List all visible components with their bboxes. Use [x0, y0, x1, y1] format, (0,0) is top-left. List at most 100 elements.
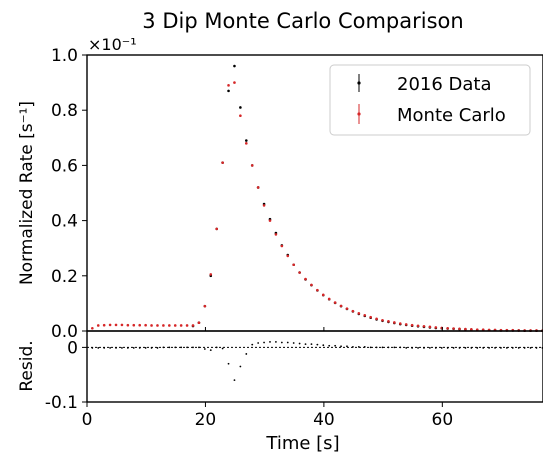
residual-point [529, 347, 532, 349]
residual-point [180, 346, 183, 349]
2016-data-point [233, 64, 236, 68]
monte-carlo-point [404, 323, 408, 326]
monte-carlo-point [185, 324, 189, 327]
residual-point [215, 346, 218, 349]
legend-dot-mc [357, 112, 361, 116]
residual-point [405, 347, 408, 349]
x-tick-label: 0 [82, 410, 93, 430]
bottom-y-tick-label: 0 [67, 338, 78, 358]
residual-point [352, 345, 354, 348]
residual-point [91, 347, 94, 349]
bottom-plot-frame [86, 330, 543, 403]
residual-point [470, 347, 473, 349]
x-tick-label: 60 [432, 410, 454, 430]
residual-point [523, 347, 526, 349]
residual-point [286, 341, 289, 344]
monte-carlo-point [381, 318, 384, 322]
monte-carlo-point [351, 309, 355, 313]
residual-point [162, 346, 165, 349]
monte-carlo-point [357, 312, 361, 315]
monte-carlo-point [268, 219, 272, 222]
monte-carlo-point [280, 244, 284, 248]
residual-point [263, 341, 265, 344]
scale-note: ×10⁻¹ [88, 35, 137, 54]
monte-carlo-point [197, 321, 201, 325]
legend-box [329, 64, 531, 136]
residual-point [511, 347, 514, 349]
residual-point [280, 341, 283, 344]
residual-point [174, 346, 177, 349]
monte-carlo-point [239, 114, 242, 118]
monte-carlo-point [446, 326, 449, 330]
monte-carlo-point [215, 227, 218, 231]
top-y-tick-label: 1.0 [51, 46, 78, 66]
monte-carlo-point [458, 327, 461, 331]
monte-carlo-point [132, 323, 136, 327]
monte-carlo-point [470, 328, 473, 331]
residual-point [452, 347, 455, 349]
monte-carlo-point [191, 324, 195, 327]
legend-dot-data [357, 81, 361, 85]
residual-point [156, 347, 159, 349]
residual-point [446, 347, 449, 349]
monte-carlo-point [114, 323, 118, 327]
legend: 2016 Data Monte Carlo [329, 64, 531, 136]
2016-data-point [227, 89, 230, 93]
residual-point [239, 365, 242, 368]
2016-data-point [239, 106, 242, 109]
legend-label-data: 2016 Data [397, 74, 492, 95]
monte-carlo-point [126, 323, 130, 327]
monte-carlo-point [369, 315, 372, 319]
monte-carlo-point [150, 324, 153, 327]
legend-label-mc: Monte Carlo [397, 105, 506, 126]
monte-carlo-point [327, 297, 331, 301]
residual-point [322, 344, 325, 347]
residual-point [363, 345, 366, 348]
monte-carlo-point [375, 317, 378, 321]
monte-carlo-point [256, 186, 260, 189]
residual-point [192, 346, 194, 349]
residual-point [428, 347, 431, 349]
top-y-tick-label: 0.2 [51, 267, 78, 287]
x-tick-label: 40 [313, 410, 335, 430]
residual-point [440, 347, 443, 349]
residual-point [221, 347, 224, 350]
monte-carlo-point [203, 304, 207, 308]
monte-carlo-point [162, 324, 165, 327]
monte-carlo-point [274, 233, 278, 236]
residual-point [233, 379, 236, 382]
monte-carlo-point [452, 327, 455, 330]
monte-carlo-point [464, 327, 467, 331]
residual-point [310, 343, 313, 346]
monte-carlo-point [144, 323, 147, 327]
top-y-tick-label: 0.0 [51, 322, 78, 342]
residual-point [203, 348, 206, 350]
bottom-panel-markers [91, 341, 543, 382]
residual-point [292, 342, 295, 344]
residual-point [121, 347, 123, 349]
residual-point [517, 347, 520, 349]
x-axis-label: Time [s] [265, 433, 339, 454]
residual-point [245, 353, 248, 355]
monte-carlo-point [168, 324, 171, 327]
monte-carlo-point [96, 324, 100, 327]
monte-carlo-point [102, 323, 106, 327]
residual-point [476, 347, 479, 349]
residual-point [109, 347, 111, 349]
monte-carlo-point [398, 322, 402, 325]
residual-point [186, 346, 188, 349]
monte-carlo-point [363, 313, 367, 317]
bottom-y-axis-label: Resid. [17, 340, 37, 391]
2016-data-point [245, 139, 248, 142]
monte-carlo-point [481, 328, 485, 331]
top-y-tick-label: 0.8 [51, 101, 78, 121]
residual-point [251, 343, 254, 346]
residual-point [417, 347, 419, 349]
monte-carlo-point [120, 323, 124, 327]
residual-point [150, 347, 153, 349]
residual-point [458, 347, 461, 349]
residual-point [168, 346, 171, 349]
residual-point [381, 346, 384, 349]
monte-carlo-point [304, 277, 307, 281]
